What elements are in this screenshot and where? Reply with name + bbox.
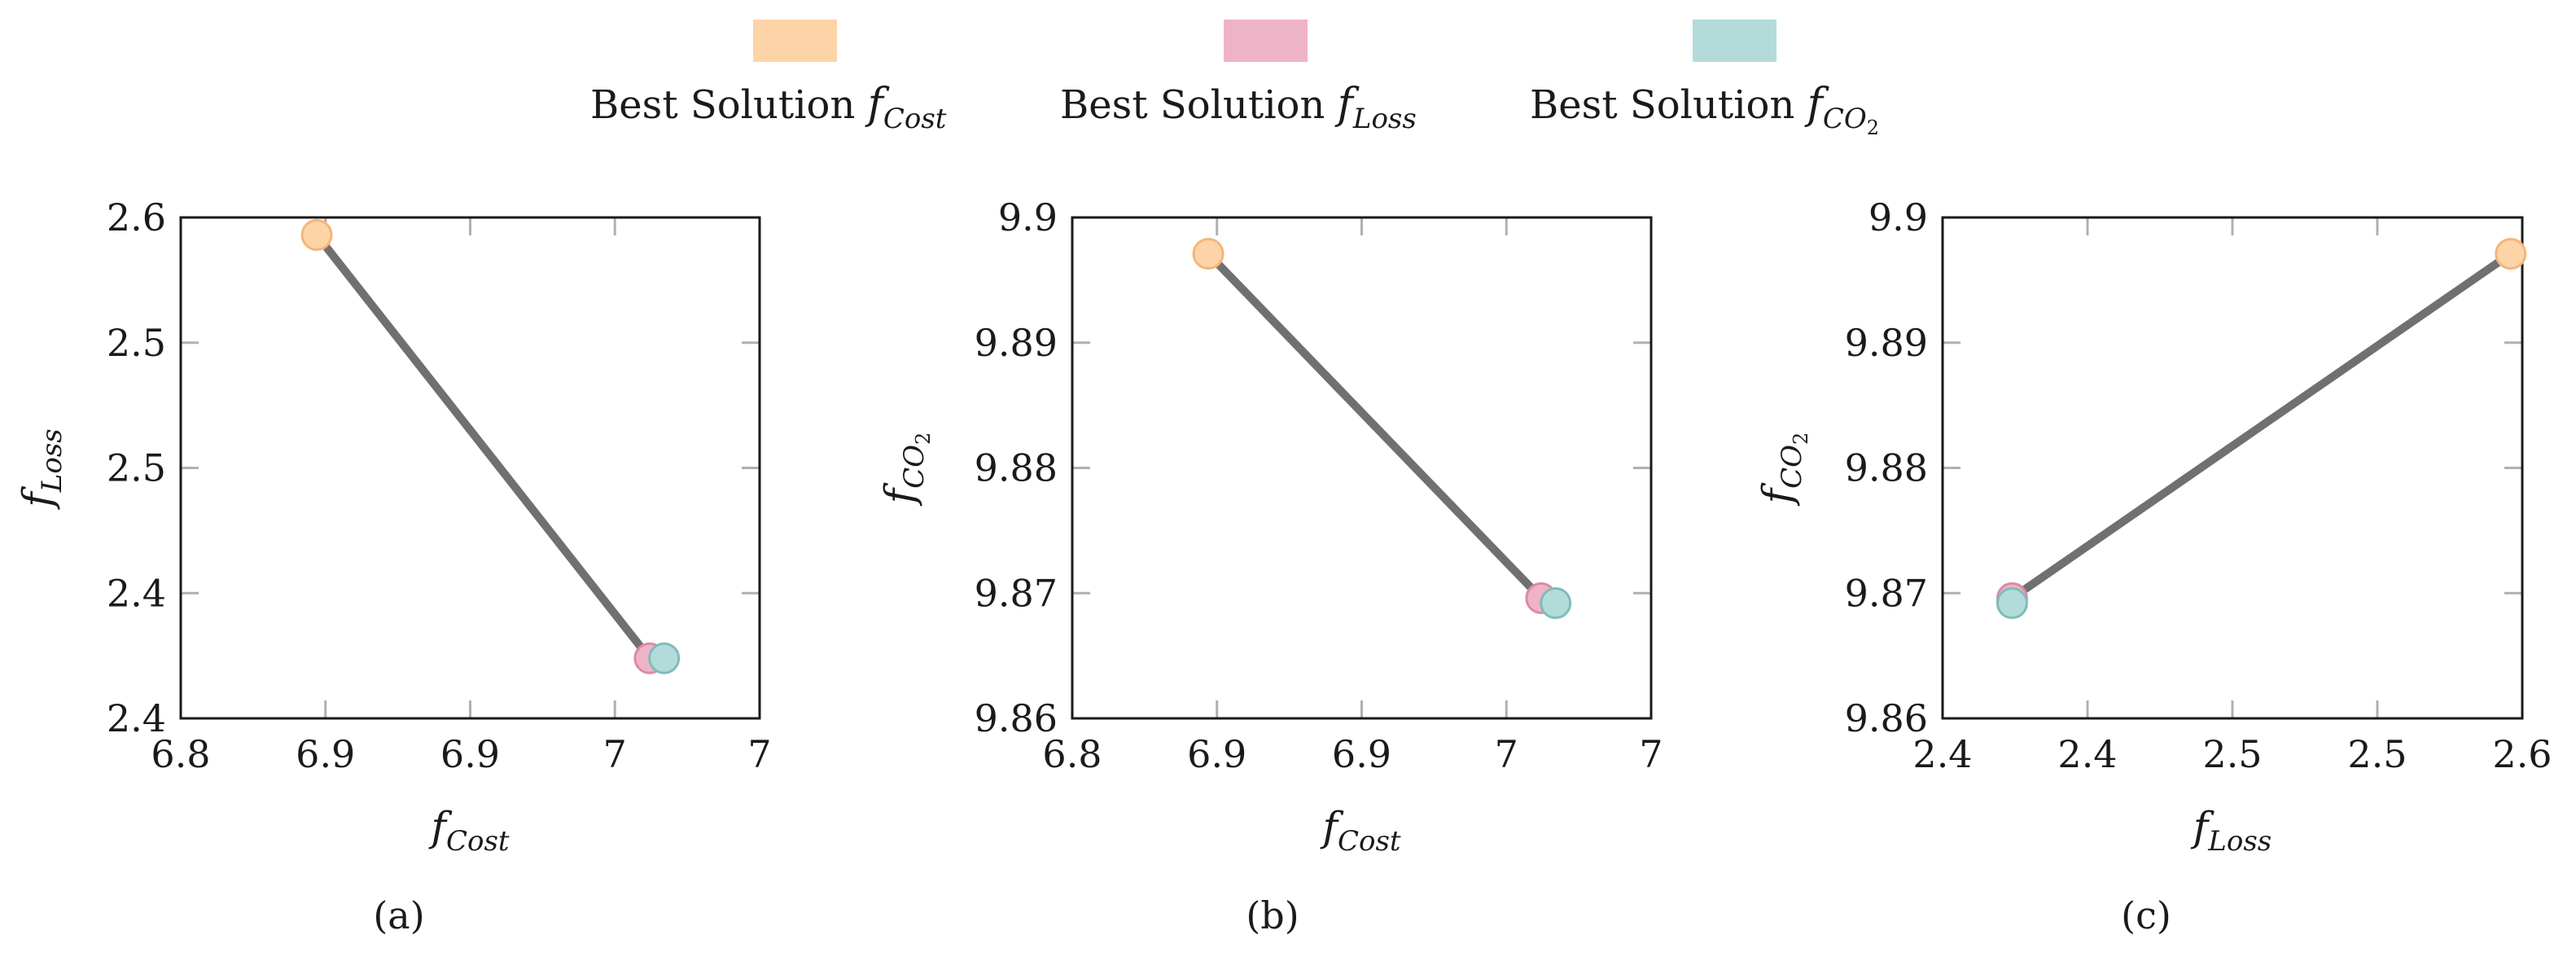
y-tick-label: 9.88 (1845, 446, 1928, 490)
x-tick-label: 6.9 (1187, 732, 1246, 776)
y-tick-label: 9.9 (998, 195, 1058, 239)
legend-label: Best Solution fLoss (1060, 80, 1417, 135)
legend-swatch (1224, 20, 1308, 62)
legend-label: Best Solution fCO2 (1530, 80, 1879, 139)
x-tick-label: 2.4 (2057, 732, 2117, 776)
x-tick-label: 7 (1495, 732, 1518, 776)
y-tick-label: 9.86 (975, 696, 1058, 740)
y-axis-label: fCO2 (1754, 432, 1812, 507)
y-tick-label: 9.87 (975, 571, 1058, 615)
y-tick-label: 2.4 (107, 571, 166, 615)
panel-caption: (b) (1246, 893, 1299, 937)
panel-c: 2.4 2.4 2.5 2.5 2.6 9.86 9.87 9.88 9.89 9.9 fLoss f… (1754, 195, 2552, 937)
legend-item: Best Solution fLoss (1060, 20, 1417, 135)
best-cost-point (1192, 238, 1224, 270)
legend-swatch (753, 20, 837, 62)
plot-frame (179, 216, 761, 720)
legend-item: Best Solution fCO2 (1530, 20, 1879, 139)
best-co2-point (1996, 587, 2028, 620)
y-tick-label: 2.5 (107, 321, 166, 365)
panel-caption: (a) (373, 893, 424, 937)
x-tick-label: 6.8 (1042, 732, 1102, 776)
x-tick-label: 2.6 (2492, 732, 2552, 776)
y-tick-label: 2.4 (107, 696, 166, 740)
best-cost-point (300, 219, 333, 252)
y-tick-label: 9.9 (1868, 195, 1928, 239)
x-tick-label: 6.9 (296, 732, 355, 776)
x-axis-label: fLoss (2190, 803, 2272, 858)
plot-frame (1071, 216, 1653, 720)
best-cost-point (2495, 238, 2527, 270)
best-co2-point (1540, 587, 1572, 620)
x-axis-label: fCost (1319, 803, 1400, 858)
x-tick-label: 2.5 (2202, 732, 2262, 776)
x-tick-label: 6.9 (1332, 732, 1391, 776)
y-tick-label: 2.5 (107, 446, 166, 490)
x-tick-label: 6.9 (440, 732, 500, 776)
panel-caption: (c) (2121, 893, 2171, 937)
best-co2-point (648, 642, 681, 674)
plots: 6.8 6.9 6.9 7 7 2.4 2.4 2.5 2.5 2.6 fCost fLoss (a) 6… (14, 195, 2552, 937)
x-tick-label: 7 (603, 732, 627, 776)
legend-swatch (1693, 20, 1776, 62)
x-tick-label: 6.8 (151, 732, 210, 776)
x-tick-label: 2.4 (1912, 732, 1972, 776)
y-tick-label: 9.86 (1845, 696, 1928, 740)
y-tick-label: 9.88 (975, 446, 1058, 490)
panel-b: 6.8 6.9 6.9 7 79.869.879.889.899.9fCostfCO2(… (876, 195, 1663, 937)
plot-frame (1941, 216, 2524, 720)
y-tick-label: 2.6 (107, 195, 166, 239)
y-tick-label: 9.89 (975, 321, 1058, 365)
y-tick-label: 9.89 (1845, 321, 1928, 365)
y-tick-label: 9.87 (1845, 571, 1928, 615)
x-tick-label: 2.5 (2347, 732, 2407, 776)
x-tick-label: 7 (747, 732, 771, 776)
x-tick-label: 7 (1639, 732, 1663, 776)
